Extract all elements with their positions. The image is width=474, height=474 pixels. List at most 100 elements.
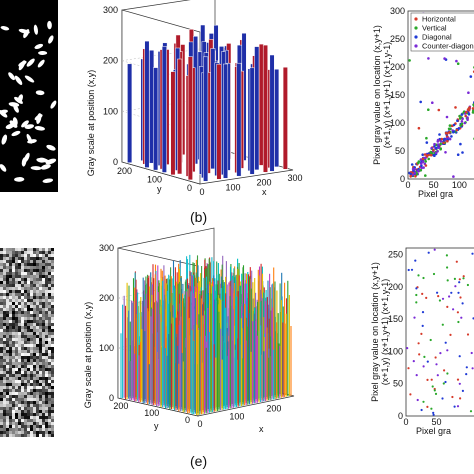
noise-pixel <box>6 248 9 251</box>
noise-pixel <box>39 290 42 293</box>
x-tick-label: 200 <box>266 404 281 414</box>
noise-pixel <box>27 251 30 254</box>
noise-pixel <box>45 275 48 278</box>
binary-rice-image <box>0 0 58 192</box>
noise-pixel <box>3 314 6 317</box>
noise-pixel <box>51 425 54 428</box>
noise-pixel <box>12 395 15 398</box>
noise-pixel <box>27 320 30 323</box>
noise-pixel <box>21 422 24 425</box>
noise-pixel <box>30 254 33 257</box>
noise-pixel <box>42 248 45 251</box>
noise-pixel <box>51 383 54 386</box>
noise-pixel <box>0 305 3 308</box>
noise-pixel <box>39 326 42 329</box>
bar <box>249 67 255 175</box>
noise-pixel <box>45 419 48 422</box>
noise-pixel <box>42 392 45 395</box>
noise-pixel <box>15 263 18 266</box>
noise-pixel <box>45 293 48 296</box>
noise-pixel <box>30 314 33 317</box>
noise-pixel <box>0 272 3 275</box>
noise-pixel <box>15 413 18 416</box>
noise-pixel <box>12 254 15 257</box>
noise-pixel <box>30 431 33 434</box>
noise-pixel <box>33 359 36 362</box>
noise-pixel <box>24 326 27 329</box>
noise-pixel <box>30 425 33 428</box>
noise-pixel <box>51 362 54 365</box>
noise-pixel <box>48 425 51 428</box>
noise-pixel <box>6 269 9 272</box>
scatter-point <box>466 116 469 119</box>
noise-pixel <box>6 251 9 254</box>
noise-pixel <box>33 305 36 308</box>
noise-pixel <box>9 332 12 335</box>
rice-grain <box>0 164 7 172</box>
noise-pixel <box>48 365 51 368</box>
noise-pixel <box>51 428 54 431</box>
noise-pixel <box>45 254 48 257</box>
bar <box>254 46 260 171</box>
noise-pixel <box>24 356 27 359</box>
noise-pixel <box>48 404 51 407</box>
scatter-point <box>408 59 411 62</box>
noise-pixel <box>12 383 15 386</box>
noise-pixel <box>0 266 3 269</box>
noise-pixel <box>6 320 9 323</box>
noise-pixel <box>18 389 21 392</box>
noise-pixel <box>6 263 9 266</box>
noise-pixel <box>24 269 27 272</box>
noise-pixel <box>9 248 12 251</box>
noise-pixel <box>39 302 42 305</box>
scatter-point <box>440 137 444 141</box>
scatter-point <box>427 57 430 60</box>
scatter-point <box>460 113 464 116</box>
noise-pixel <box>6 413 9 416</box>
noise-pixel <box>33 332 36 335</box>
noise-pixel <box>42 407 45 410</box>
noise-pixel <box>27 266 30 269</box>
noise-pixel <box>33 335 36 338</box>
noise-pixel <box>21 296 24 299</box>
y-tick-label: 300 <box>390 6 405 16</box>
noise-pixel <box>3 305 6 308</box>
noise-pixel <box>39 299 42 302</box>
noise-pixel <box>12 296 15 299</box>
noise-pixel <box>45 263 48 266</box>
noise-pixel <box>33 398 36 401</box>
noise-pixel <box>39 281 42 284</box>
noise-pixel <box>36 281 39 284</box>
noise-pixel <box>12 374 15 377</box>
y-tick-label: 0 <box>187 183 192 193</box>
noise-pixel <box>27 380 30 383</box>
noise-pixel <box>27 302 30 305</box>
noise-pixel <box>45 260 48 263</box>
noise-pixel <box>33 431 36 434</box>
noise-pixel <box>15 302 18 305</box>
noise-pixel <box>12 413 15 416</box>
noise-pixel <box>24 389 27 392</box>
rice-grain <box>26 58 35 67</box>
scatter-point <box>457 291 460 294</box>
noise-pixel <box>0 308 3 311</box>
noise-pixel <box>15 299 18 302</box>
noise-pixel <box>12 350 15 353</box>
noise-pixel <box>45 302 48 305</box>
noise-pixel <box>18 338 21 341</box>
noise-pixel <box>15 296 18 299</box>
noise-pixel <box>39 362 42 365</box>
noise-pixel <box>27 254 30 257</box>
noise-pixel <box>21 338 24 341</box>
noise-pixel <box>45 377 48 380</box>
noise-pixel <box>6 386 9 389</box>
noise-pixel <box>15 308 18 311</box>
scatter-point <box>471 367 474 370</box>
noise-pixel <box>30 275 33 278</box>
noise-pixel <box>15 326 18 329</box>
3d-colored-bars <box>120 254 292 416</box>
noise-pixel <box>6 347 9 350</box>
x-tick-label: 0 <box>197 419 202 429</box>
noise-pixel <box>0 353 3 356</box>
noise-pixel <box>42 314 45 317</box>
